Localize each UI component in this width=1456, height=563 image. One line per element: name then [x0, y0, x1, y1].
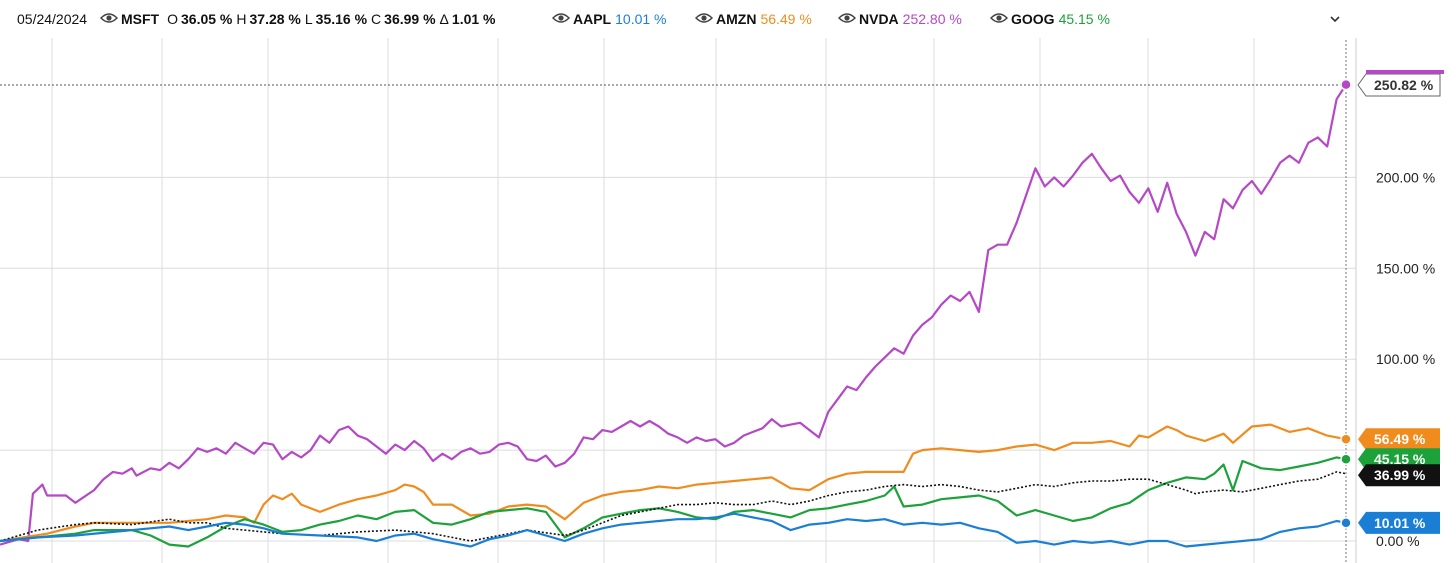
series-line-msft: [0, 471, 1347, 542]
nvda-axis-flag: [1366, 70, 1444, 74]
legend-comparison-amzn[interactable]: AMZN 56.49 %: [694, 11, 812, 27]
end-marker-aapl: [1340, 517, 1352, 529]
legend-low-label: L: [304, 11, 313, 27]
end-label-msft: 36.99 %: [1358, 464, 1440, 487]
series-line-nvda: [0, 84, 1347, 546]
chart-markers: [1340, 78, 1352, 529]
legend-close-label: C: [371, 11, 382, 27]
legend-high-label: H: [236, 11, 247, 27]
legend-low-value: 35.16 %: [315, 11, 368, 27]
svg-text:10.01 %: 10.01 %: [1374, 515, 1426, 531]
legend-symbol: AAPL: [573, 11, 612, 27]
svg-text:56.49 %: 56.49 %: [1374, 431, 1426, 447]
legend-delta-label: Δ: [439, 11, 449, 27]
legend-symbol-msft: MSFT: [121, 11, 160, 27]
eye-icon[interactable]: [837, 11, 857, 27]
legend-comparison-goog[interactable]: GOOG 45.15 %: [989, 11, 1110, 27]
chart-legend-header: 05/24/2024 MSFT O 36.05 % H 37.28 % L 35…: [0, 0, 1456, 38]
legend-value: 56.49 %: [760, 11, 812, 27]
legend-value: 10.01 %: [615, 11, 667, 27]
legend-open-value: 36.05 %: [181, 11, 233, 27]
series-line-goog: [0, 456, 1347, 548]
legend-comparison-aapl[interactable]: AAPL 10.01 %: [551, 11, 667, 27]
legend-symbol: AMZN: [716, 11, 757, 27]
svg-text:36.99 %: 36.99 %: [1374, 467, 1426, 483]
y-tick-label: 200.00 %: [1376, 169, 1435, 185]
svg-text:45.15 %: 45.15 %: [1374, 451, 1426, 467]
legend-value: 252.80 %: [902, 11, 962, 27]
legend-date: 05/24/2024: [17, 11, 88, 27]
series-line-amzn: [0, 423, 1347, 543]
legend-symbol: NVDA: [859, 11, 899, 27]
end-label-aapl: 10.01 %: [1358, 511, 1440, 534]
y-tick-label: 150.00 %: [1376, 260, 1435, 276]
legend-high-value: 37.28 %: [249, 11, 301, 27]
legend-delta-value: 1.01 %: [451, 11, 496, 27]
chart-series-lines: [0, 84, 1347, 548]
y-tick-label: 0.00 %: [1376, 533, 1420, 549]
end-marker-goog: [1340, 453, 1352, 465]
end-marker-nvda: [1340, 78, 1352, 91]
end-marker-amzn: [1340, 433, 1352, 445]
legend-close-value: 36.99 %: [384, 11, 436, 27]
y-axis: 0.00 %50.00 %100.00 %150.00 %200.00 %250…: [1357, 70, 1444, 549]
eye-icon[interactable]: [99, 11, 119, 27]
eye-icon[interactable]: [694, 11, 714, 27]
legend-open-label: O: [167, 11, 178, 27]
chart-grid: [0, 0, 1357, 563]
crosshair-price-label: 250.82 %: [1357, 73, 1441, 97]
legend-value: 45.15 %: [1058, 11, 1110, 27]
eye-icon[interactable]: [551, 11, 571, 27]
legend-main-symbol[interactable]: MSFT O 36.05 % H 37.28 % L 35.16 % C 36.…: [99, 11, 496, 27]
end-label-amzn: 56.49 %: [1358, 428, 1440, 451]
legend-comparison-nvda[interactable]: NVDA 252.80 %: [837, 11, 962, 27]
series-line-aapl: [0, 512, 1347, 548]
legend-symbol: GOOG: [1011, 11, 1055, 27]
eye-icon[interactable]: [989, 11, 1009, 27]
svg-text:250.82 %: 250.82 %: [1374, 77, 1434, 93]
chevron-down-icon[interactable]: [1328, 12, 1342, 31]
y-tick-label: 100.00 %: [1376, 351, 1435, 367]
